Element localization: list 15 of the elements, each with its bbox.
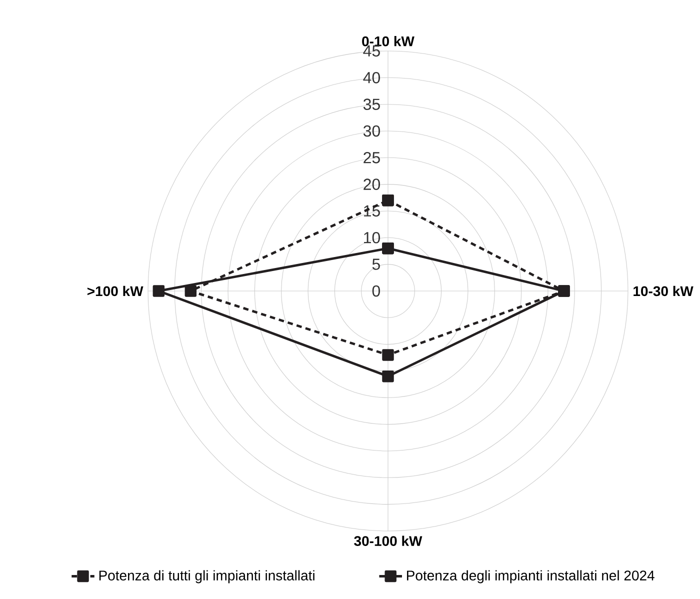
y-tick-label: 5	[372, 258, 380, 270]
y-tick-label: 10	[364, 232, 380, 244]
spoke-label: 10-30 kW	[634, 286, 694, 296]
y-tick-label: 40	[363, 72, 380, 84]
y-tick-label: 0	[372, 285, 380, 297]
y-tick-label: 30	[363, 125, 380, 137]
legend-label: Potenza degli impianti installati nel 2024	[407, 570, 654, 584]
y-tick-label: 45	[363, 45, 380, 57]
y-tick-label: 35	[363, 98, 380, 110]
legend-label: Potenza di tutti gli impianti installati	[99, 570, 314, 584]
y-tick-label: 20	[364, 178, 380, 190]
spoke-label: 0-10 kW	[362, 36, 414, 46]
y-tick-label: 25	[364, 152, 380, 164]
spoke-label: >100 kW	[87, 286, 144, 296]
spoke-label: 30-100 kW	[354, 536, 422, 546]
